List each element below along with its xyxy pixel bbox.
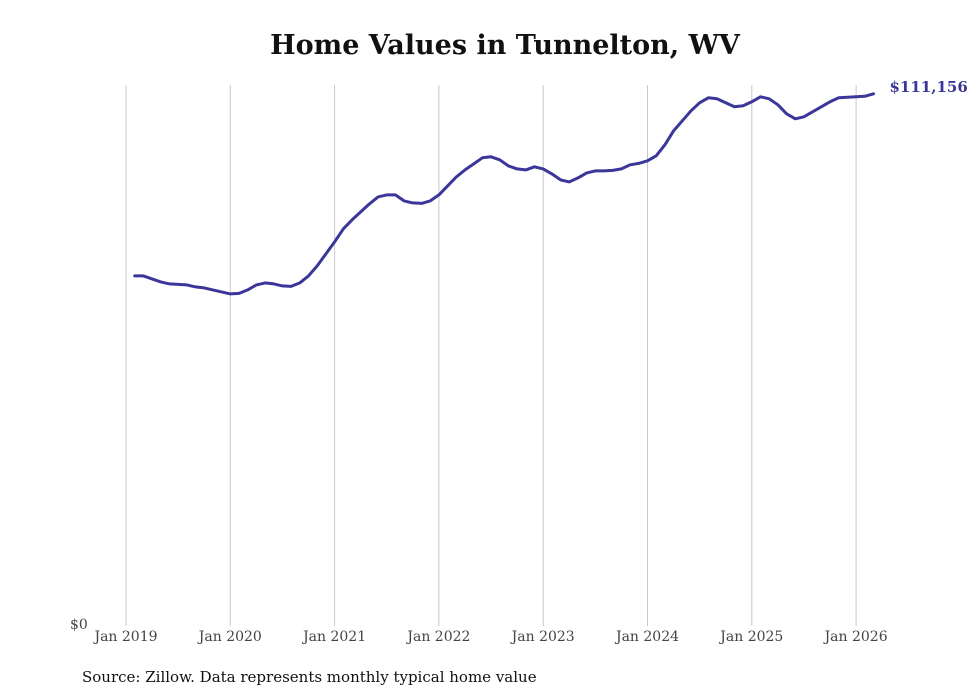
- x-tick-label: Jan 2024: [614, 629, 679, 645]
- x-tick-label: Jan 2026: [823, 629, 888, 645]
- x-tick-label: Jan 2019: [92, 629, 157, 645]
- x-axis-ticks: Jan 2019 Jan 2020 Jan 2021 Jan 2022 Jan 2023…: [92, 629, 887, 645]
- x-tick-label: Jan 2025: [718, 629, 783, 645]
- x-tick-label: Jan 2020: [197, 629, 262, 645]
- grid-lines: [125, 85, 857, 626]
- y-tick-label-0: $0: [70, 617, 88, 633]
- x-tick-label: Jan 2023: [510, 629, 575, 645]
- chart-title: Home Values in Tunnelton, WV: [270, 30, 740, 61]
- series-line: [133, 92, 875, 296]
- source-note: Source: Zillow. Data represents monthly …: [82, 668, 537, 686]
- x-tick-label: Jan 2021: [301, 629, 366, 645]
- x-tick-label: Jan 2022: [405, 629, 470, 645]
- end-value-label: $111,156: [889, 78, 967, 96]
